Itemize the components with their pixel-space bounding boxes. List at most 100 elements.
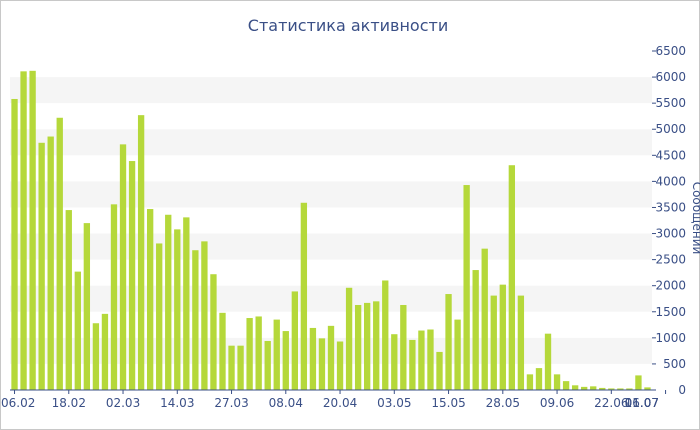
x-tick-label: 27.03 <box>214 396 248 410</box>
bar <box>219 312 226 390</box>
bar <box>29 70 36 390</box>
bar <box>626 388 633 390</box>
y-tick-label: 1000 <box>655 331 686 345</box>
bar <box>183 217 190 390</box>
grid-band <box>10 129 652 156</box>
bar <box>165 214 172 390</box>
bar <box>490 295 497 390</box>
bar <box>38 142 45 390</box>
x-tick-label: 06.07 <box>625 396 659 410</box>
y-tick-label: 1500 <box>655 305 686 319</box>
bar <box>364 302 371 390</box>
x-axis-ticks: 06.02 18.02 02.03 14.03 27.03 08.04 20.04 03.05… <box>1 390 667 410</box>
bar <box>92 323 100 390</box>
bar <box>246 318 253 390</box>
bar <box>427 329 434 390</box>
bar <box>156 243 163 390</box>
grid-band <box>10 77 652 104</box>
y-tick-label: 500 <box>663 357 686 371</box>
bar <box>617 388 624 390</box>
bar <box>255 316 262 390</box>
bar <box>599 387 606 390</box>
bar <box>74 271 81 390</box>
x-tick-label: 03.05 <box>377 396 411 410</box>
bar <box>445 294 452 390</box>
bar <box>481 248 488 390</box>
y-tick-label: 0 <box>678 383 686 397</box>
x-tick-label: 08.04 <box>269 396 303 410</box>
bar <box>20 71 27 390</box>
bar <box>282 331 289 390</box>
chart-title: Статистика активности <box>248 16 448 35</box>
y-axis-label: Сообщений <box>690 182 700 255</box>
bar <box>644 387 651 390</box>
x-tick-label: 09.06 <box>540 396 574 410</box>
x-tick-label: 20.04 <box>323 396 357 410</box>
bar <box>526 374 534 390</box>
bar <box>174 229 181 390</box>
bar <box>635 375 642 390</box>
bar <box>291 291 298 390</box>
bar <box>409 339 416 390</box>
bar <box>345 287 353 390</box>
x-tick-label: 02.03 <box>106 396 140 410</box>
bar <box>210 274 217 390</box>
bar <box>590 386 597 390</box>
y-tick-label: 4500 <box>655 148 686 162</box>
y-tick-label: 6500 <box>655 44 686 58</box>
bar <box>192 250 199 390</box>
bar <box>454 319 461 390</box>
x-tick-label: 22.06 <box>594 396 628 410</box>
y-tick-label: 3500 <box>655 200 686 214</box>
bar <box>400 304 407 390</box>
bar <box>146 209 154 390</box>
x-tick-label: 06.02 <box>1 396 35 410</box>
y-tick-label: 5500 <box>655 96 686 110</box>
bar <box>354 304 362 390</box>
y-axis-ticks: 0 500 1000 1500 2000 2500 3000 3500 4000 4500 5000… <box>652 44 686 397</box>
y-tick-label: 4000 <box>655 174 686 188</box>
bar <box>264 340 271 390</box>
bar <box>571 385 579 390</box>
bar-series <box>11 70 651 391</box>
bar <box>101 313 109 390</box>
bar <box>128 161 136 390</box>
bar <box>110 204 118 390</box>
bar <box>373 301 380 390</box>
bar <box>11 98 18 390</box>
grid-band <box>10 233 652 260</box>
x-tick-label: 11.07 <box>625 396 659 410</box>
bar <box>562 381 570 390</box>
x-tick-label: 01.07 <box>625 396 659 410</box>
bar <box>553 374 561 390</box>
bar <box>300 202 308 390</box>
bar <box>318 338 326 390</box>
bar <box>201 241 208 390</box>
bar <box>382 280 389 390</box>
grid-band <box>10 181 652 208</box>
x-tick-label: 14.03 <box>160 396 194 410</box>
bar <box>237 345 244 390</box>
bar <box>472 270 479 390</box>
bar <box>436 351 443 390</box>
y-tick-label: 6000 <box>655 70 686 84</box>
y-tick-label: 5000 <box>655 122 686 136</box>
bar <box>327 325 335 390</box>
bar <box>65 210 72 390</box>
bar <box>499 284 506 390</box>
x-tick-label: 28.05 <box>486 396 520 410</box>
bar <box>463 185 470 390</box>
bar <box>535 368 543 390</box>
grid-band <box>10 285 652 312</box>
bar <box>47 136 54 390</box>
bar <box>309 327 317 390</box>
bar <box>418 330 425 390</box>
bar <box>119 144 127 390</box>
bar <box>336 341 344 390</box>
bar <box>517 295 525 390</box>
bar <box>544 333 552 390</box>
x-tick-label: 15.05 <box>431 396 465 410</box>
y-tick-label: 2500 <box>655 253 686 267</box>
bar <box>608 388 615 390</box>
